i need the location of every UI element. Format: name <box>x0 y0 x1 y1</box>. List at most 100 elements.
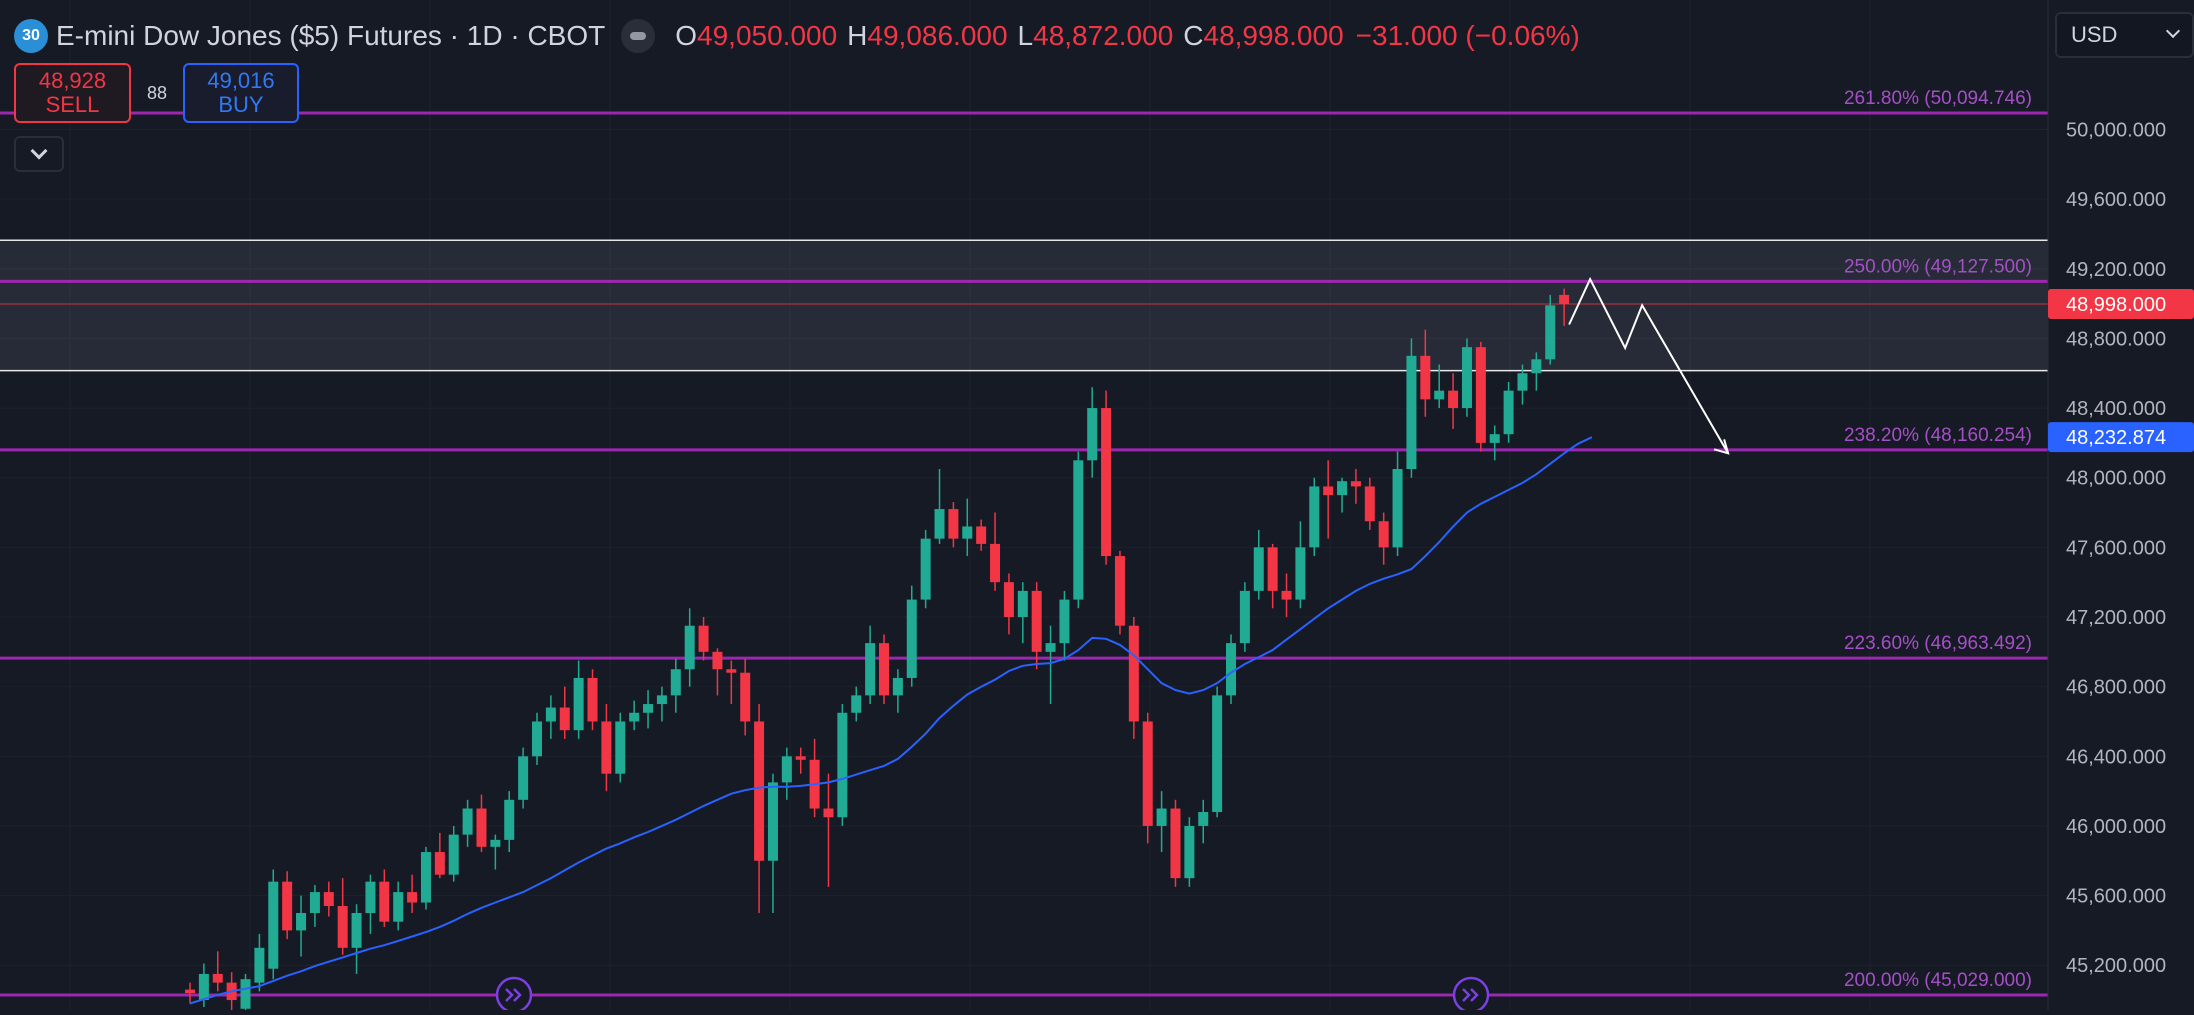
price-tick-label: 46,000.000 <box>2066 816 2166 838</box>
high-value: 49,086.000 <box>867 20 1008 51</box>
price-tick-label: 45,200.000 <box>2066 955 2166 977</box>
candle <box>1253 547 1264 591</box>
candle <box>1295 547 1306 600</box>
candle <box>462 808 473 835</box>
candle <box>1323 486 1334 496</box>
buy-button[interactable]: 49,016 BUY <box>183 63 299 123</box>
candle <box>198 973 209 1001</box>
candle <box>1392 469 1403 548</box>
symbol-header: 30 E-mini Dow Jones ($5) Futures · 1D · … <box>14 14 1580 58</box>
candle <box>767 782 778 861</box>
high-key: H <box>847 20 868 51</box>
fib-level-label: 261.80% (50,094.746) <box>1844 88 2032 109</box>
candle <box>837 712 848 818</box>
candle <box>1309 486 1320 548</box>
candle <box>670 669 681 696</box>
candle <box>1489 434 1500 443</box>
candle <box>434 852 445 875</box>
candle <box>1559 294 1570 304</box>
candle <box>892 677 903 696</box>
candle <box>1031 590 1042 652</box>
projection-arrowhead <box>1713 439 1730 455</box>
candle <box>337 906 348 948</box>
candle <box>490 839 501 847</box>
event-marker-icon[interactable] <box>1452 976 1490 1014</box>
candle <box>240 979 251 1009</box>
price-tick-label: 49,200.000 <box>2066 259 2166 281</box>
candle <box>407 892 418 903</box>
candle <box>365 881 376 913</box>
price-tick-label: 48,000.000 <box>2066 468 2166 490</box>
candle <box>1378 521 1389 548</box>
candle <box>726 669 737 673</box>
candle <box>545 707 556 722</box>
candle <box>990 543 1001 583</box>
candle <box>1003 582 1014 618</box>
candle <box>781 756 792 783</box>
candle <box>851 695 862 713</box>
low-value: 48,872.000 <box>1033 20 1174 51</box>
candle <box>629 712 640 722</box>
sell-button[interactable]: 48,928 SELL <box>14 63 131 123</box>
candle <box>1239 590 1250 644</box>
open-key: O <box>675 20 698 51</box>
symbol-title[interactable]: E-mini Dow Jones ($5) Futures · 1D · CBO… <box>56 20 606 51</box>
candle <box>212 973 223 983</box>
exchange-badge[interactable]: 30 <box>14 19 48 53</box>
low-key: L <box>1017 20 1034 51</box>
fib-level-label: 250.00% (49,127.500) <box>1844 256 2032 277</box>
candle <box>1017 590 1028 618</box>
price-tick-label: 48,400.000 <box>2066 398 2166 420</box>
candle <box>1531 359 1542 374</box>
spread-value: 88 <box>146 82 168 103</box>
price-label-box <box>2048 288 2194 319</box>
candle <box>1420 355 1431 400</box>
candle <box>712 651 723 670</box>
collapse-chevron-icon[interactable] <box>14 136 64 172</box>
candle <box>1350 481 1361 487</box>
candle <box>1434 390 1445 400</box>
close-key: C <box>1183 20 1204 51</box>
candle <box>379 881 390 922</box>
toggle-pill-icon[interactable] <box>621 19 656 53</box>
buy-label: BUY <box>218 92 264 117</box>
candle <box>823 808 834 818</box>
candle <box>587 677 598 722</box>
projection-path[interactable] <box>1568 276 1729 454</box>
candle <box>1475 347 1486 443</box>
sell-label: SELL <box>45 92 100 117</box>
price-axis[interactable] <box>2048 0 2194 1010</box>
candle <box>1198 812 1209 826</box>
candle <box>1184 825 1195 879</box>
candle <box>1114 556 1125 626</box>
price-label: 48,998.000 <box>2066 294 2166 316</box>
candle <box>559 707 570 731</box>
candle <box>268 881 279 969</box>
rectangle-zone[interactable] <box>0 240 2048 371</box>
fib-level-label: 200.00% (45,029.000) <box>1844 970 2032 991</box>
close-value: 48,998.000 <box>1203 20 1344 51</box>
price-tick-label: 45,600.000 <box>2066 886 2166 908</box>
candle <box>906 599 917 678</box>
chevron-down-icon <box>2165 23 2181 39</box>
candle <box>643 704 654 713</box>
currency-select[interactable]: USD <box>2055 12 2194 58</box>
candle <box>656 695 667 705</box>
candle <box>1448 390 1459 409</box>
candle <box>1156 808 1167 826</box>
candle <box>1364 486 1375 522</box>
candle <box>1267 547 1278 591</box>
candle <box>962 526 973 539</box>
moving-average-line[interactable] <box>189 436 1593 1005</box>
candle <box>1142 721 1153 826</box>
open-value: 49,050.000 <box>697 20 838 51</box>
candle <box>795 756 806 760</box>
candle <box>1461 347 1472 409</box>
event-marker-icon[interactable] <box>495 976 533 1014</box>
candle <box>740 672 751 722</box>
price-tick-label: 46,800.000 <box>2066 677 2166 699</box>
candle <box>1073 460 1084 600</box>
candle <box>1503 390 1514 435</box>
